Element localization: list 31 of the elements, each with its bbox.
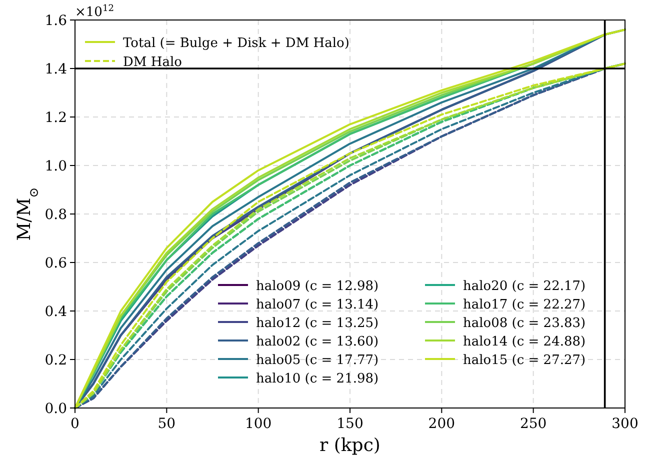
y-tick-label: 1.2	[44, 110, 67, 126]
x-tick-label: 100	[244, 416, 272, 432]
legend-label: halo20 (c = 22.17)	[463, 279, 586, 294]
y-tick-label: 1.6	[44, 13, 68, 29]
annotation: DM Halo	[123, 55, 182, 70]
legend-label: halo14 (c = 24.88)	[463, 334, 586, 350]
x-axis-title: r (kpc)	[320, 435, 380, 456]
x-tick-label: 0	[70, 416, 80, 432]
y-tick-label: 0.0	[44, 401, 67, 417]
y-tick-label: 0.2	[44, 352, 67, 368]
x-tick-label: 200	[428, 416, 456, 432]
x-tick-label: 300	[612, 416, 638, 432]
x-tick-label: 150	[336, 416, 364, 432]
legend-label: halo15 (c = 27.27)	[463, 353, 586, 368]
annotation: ×10$^{12}$	[75, 4, 114, 20]
legend-label: halo17 (c = 22.27)	[463, 298, 586, 312]
x-tick-label: 250	[520, 416, 547, 432]
y-tick-label: 0.8	[44, 207, 67, 223]
y-tick-label: 0.4	[44, 304, 68, 320]
legend-label: halo07 (c = 13.14)	[256, 298, 379, 312]
legend-label: halo10 (c = 21.98)	[256, 372, 379, 386]
legend-label: halo02 (c = 13.60)	[256, 334, 379, 350]
annotation: Total (= Bulge + Disk + DM Halo)	[123, 36, 350, 51]
y-tick-label: 0.6	[44, 256, 68, 272]
legend-label: halo12 (c = 13.25)	[256, 316, 379, 331]
y-tick-label: 1.4	[44, 62, 68, 78]
x-tick-label: 50	[158, 416, 176, 432]
legend-label: halo08 (c = 23.83)	[463, 316, 586, 331]
legend-label: halo05 (c = 17.77)	[256, 353, 379, 368]
y-tick-label: 1.0	[44, 158, 67, 174]
legend-label: halo09 (c = 12.98)	[256, 279, 379, 294]
